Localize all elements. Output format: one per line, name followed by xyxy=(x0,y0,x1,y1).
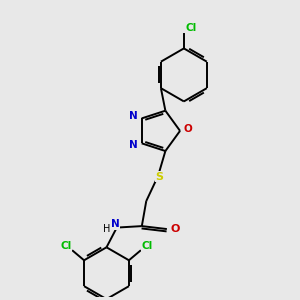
Text: N: N xyxy=(129,111,138,121)
Text: H: H xyxy=(103,224,110,234)
Text: N: N xyxy=(111,219,120,229)
Text: Cl: Cl xyxy=(60,241,71,251)
Text: N: N xyxy=(129,140,138,150)
Text: S: S xyxy=(155,172,164,182)
Text: O: O xyxy=(184,124,193,134)
Text: Cl: Cl xyxy=(142,241,153,251)
Text: O: O xyxy=(170,224,180,234)
Text: Cl: Cl xyxy=(186,23,197,33)
